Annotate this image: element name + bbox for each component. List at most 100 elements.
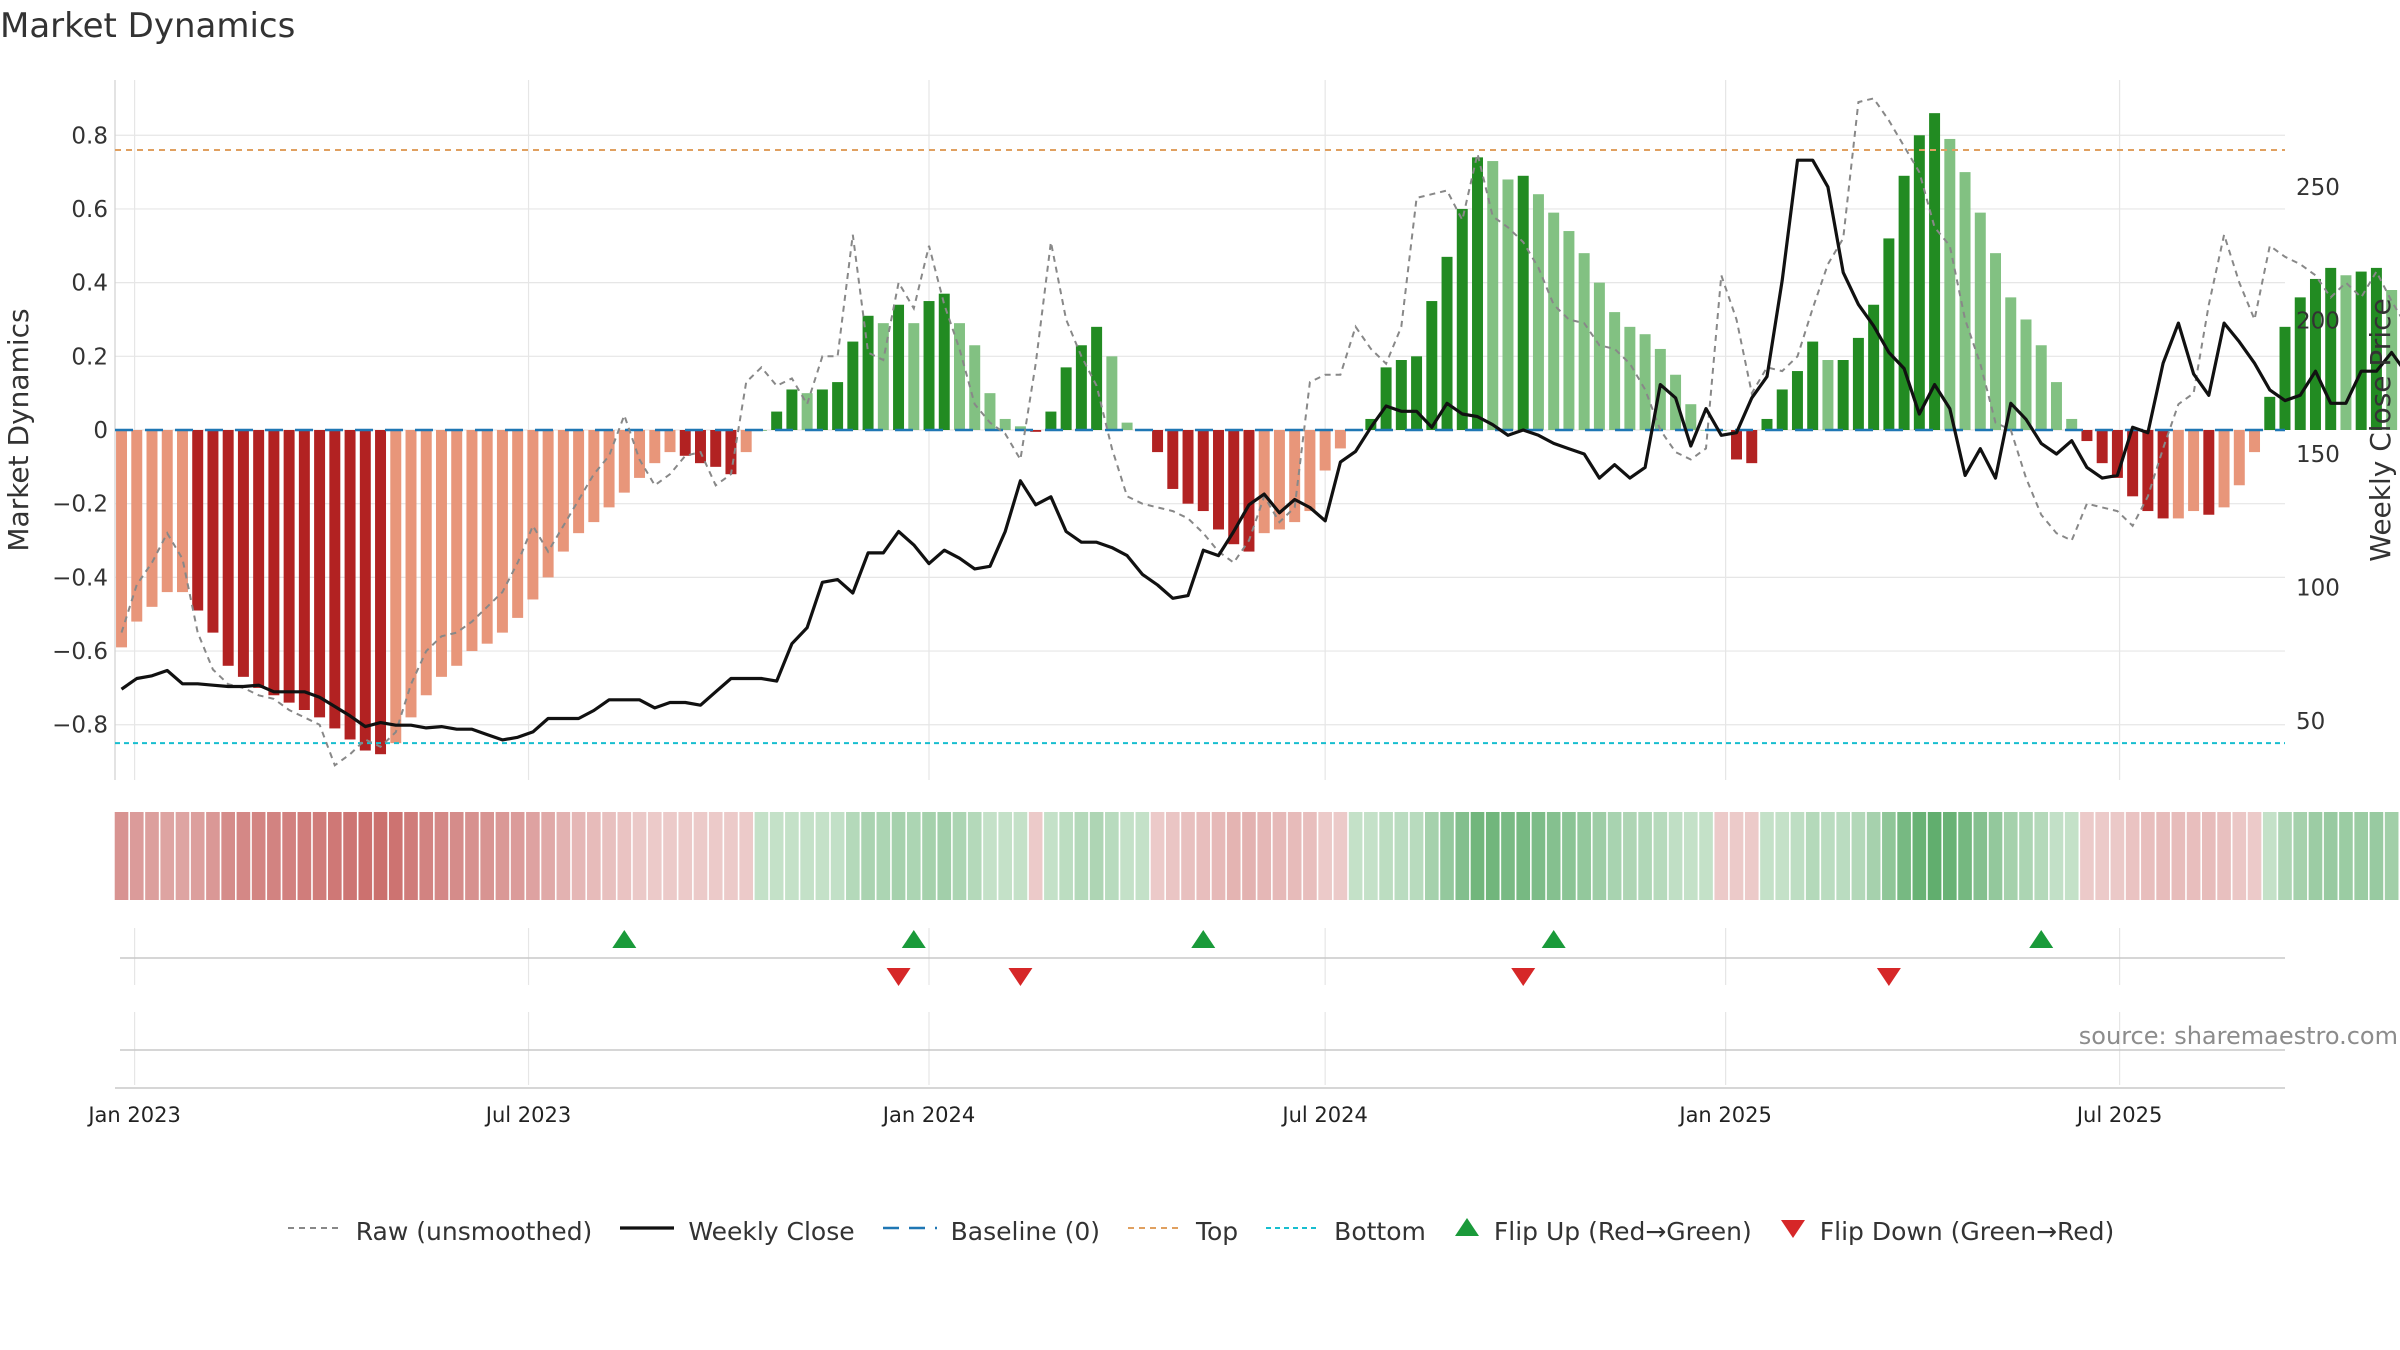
bar [192, 430, 204, 611]
bar [877, 323, 889, 430]
heatmap-cell [1348, 812, 1363, 900]
bar [2142, 430, 2154, 512]
heatmap-cell [449, 812, 464, 900]
heatmap-cell [1044, 812, 1058, 900]
heatmap-cell [267, 812, 281, 900]
flip-markers [612, 930, 2054, 986]
y2-tick-label: 200 [2296, 308, 2340, 334]
heatmap-cell [708, 812, 723, 900]
bar [634, 430, 646, 478]
legend: Raw (unsmoothed) Weekly Close Baseline (0)… [0, 1216, 2400, 1246]
heatmap-cell [1821, 812, 1835, 900]
heatmap-cell [861, 812, 875, 900]
heatmap-cell [145, 812, 159, 900]
heatmap-cell [1028, 812, 1043, 900]
bar [862, 315, 874, 430]
bar [496, 430, 508, 633]
heatmap-cell [1470, 812, 1485, 900]
source-note: source: sharemaestro.com [2078, 1022, 2398, 1050]
bar [816, 389, 828, 430]
heatmap-cell [1866, 812, 1881, 900]
heatmap-cell [754, 812, 769, 900]
bar [1304, 430, 1316, 512]
heatmap-cell [404, 812, 418, 900]
heatmap-cell [190, 812, 205, 900]
heatmap-cell [1501, 812, 1515, 900]
heatmap-cell [678, 812, 693, 900]
heatmap-cell [2384, 812, 2399, 900]
bar [573, 430, 585, 534]
bar [1959, 172, 1971, 430]
legend-item-flip-down: Flip Down (Green→Red) [1778, 1216, 2115, 1246]
heatmap-cell [1714, 812, 1729, 900]
heatmap-cell [328, 812, 342, 900]
heatmap-cell [2232, 812, 2247, 900]
heatmap-cell [846, 812, 860, 900]
heatmap-cell [2080, 812, 2094, 900]
bar [2005, 297, 2017, 430]
bar [1517, 175, 1529, 430]
heatmap-cell [830, 812, 845, 900]
bar [725, 430, 737, 475]
y-tick-label: 0 [93, 418, 108, 444]
heatmap-cell [1683, 812, 1698, 900]
legend-label: Flip Down (Green→Red) [1819, 1216, 2115, 1246]
x-tick-label: Jul 2025 [2075, 1103, 2162, 1127]
bar [2386, 290, 2398, 430]
heatmap-cell [922, 812, 936, 900]
heatmap-cell [1699, 812, 1713, 900]
heatmap-cell [1897, 812, 1911, 900]
heatmap-cell [1653, 812, 1668, 900]
heatmap-cell [1455, 812, 1470, 900]
heatmap-cell [1927, 812, 1942, 900]
bar [1045, 411, 1057, 430]
bar [771, 411, 783, 430]
heatmap-cell [1303, 812, 1317, 900]
heatmap-cell [1638, 812, 1652, 900]
heatmap-cell [206, 812, 220, 900]
heatmap-cell [2186, 812, 2201, 900]
heatmap-cell [1089, 812, 1104, 900]
heatmap-cell [2278, 812, 2292, 900]
bar [298, 430, 310, 710]
heatmap-cell [2247, 812, 2262, 900]
heatmap-cell [1211, 812, 1226, 900]
heatmap-strip [114, 812, 2399, 900]
heatmap-cell [937, 812, 952, 900]
bar [207, 430, 219, 633]
legend-label: Flip Up (Red→Green) [1493, 1216, 1752, 1246]
bar [1593, 282, 1605, 430]
bar [740, 430, 752, 453]
heatmap-cell [129, 812, 144, 900]
bar [2188, 430, 2200, 512]
heatmap-cell [1074, 812, 1089, 900]
heatmap-cell [1394, 812, 1409, 900]
bar [1852, 337, 1864, 430]
heatmap-cell [1744, 812, 1759, 900]
heatmap-cell [2369, 812, 2384, 900]
bar [451, 430, 463, 666]
bar [1807, 341, 1819, 430]
heatmap-cell [236, 812, 251, 900]
heatmap-cell [2049, 812, 2064, 900]
heatmap-cell [2354, 812, 2368, 900]
heatmap-cell [1592, 812, 1607, 900]
heatmap-cell [1196, 812, 1211, 900]
weekly-close-line [120, 158, 2400, 742]
flip-up-marker [901, 930, 926, 948]
bar [2020, 319, 2032, 430]
heatmap-cell [2034, 812, 2049, 900]
heatmap-cell [343, 812, 357, 900]
legend-label: Raw (unsmoothed) [355, 1216, 593, 1246]
bar [2249, 430, 2261, 453]
bar [314, 430, 326, 718]
heatmap-cell [541, 812, 555, 900]
bar [1258, 430, 1270, 534]
bar [2066, 418, 2078, 430]
bar [557, 430, 569, 552]
y2-tick-label: 50 [2296, 709, 2325, 735]
bar [2050, 382, 2062, 430]
bar [2294, 297, 2306, 430]
heatmap-cell [1150, 812, 1165, 900]
legend-swatch [1778, 1216, 1808, 1246]
